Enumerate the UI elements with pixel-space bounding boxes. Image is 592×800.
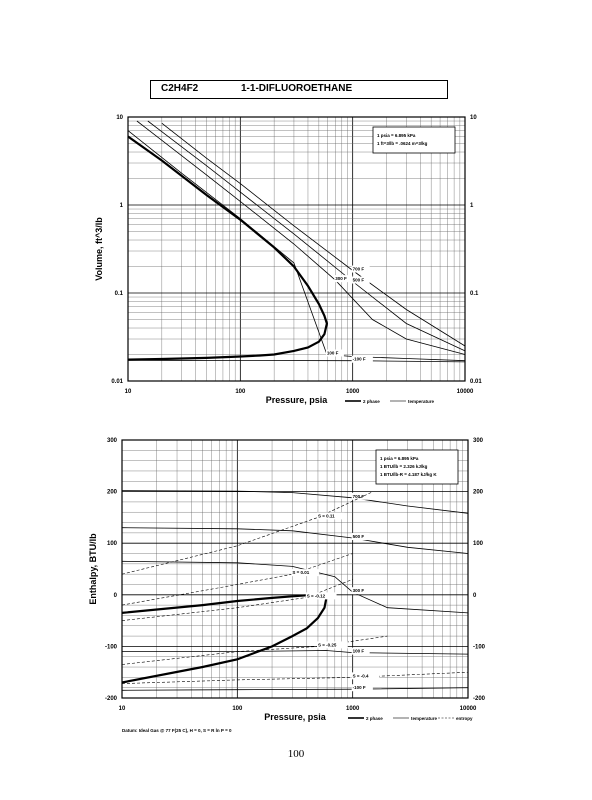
series-label: S = -0.4: [353, 673, 369, 678]
isotherm-line: [121, 527, 469, 554]
y-tick-label-right: 10: [470, 115, 477, 121]
series-label: S = -0.12: [307, 593, 326, 598]
y-axis-label: Enthalpy, BTU/lb: [88, 533, 98, 605]
series-label-bg: [351, 533, 370, 541]
series-label-bg: [351, 355, 373, 363]
y-tick-label-left: 100: [107, 541, 118, 547]
series-label-bg: [291, 569, 319, 577]
series-label-bg: [334, 275, 353, 283]
x-tick-label: 100: [235, 389, 246, 395]
y-tick-label-right: 100: [473, 541, 484, 547]
x-tick-label: 100: [232, 706, 243, 712]
isotherm-line: [127, 130, 466, 362]
y-tick-label-right: 300: [473, 438, 484, 444]
y-tick-label-right: 0.1: [470, 291, 479, 297]
series-label: 500 F: [353, 534, 365, 539]
x-axis-label: Pressure, psia: [266, 395, 329, 405]
y-tick-label-left: -200: [105, 696, 118, 702]
saturation-dome-line: [121, 593, 328, 684]
legend-label: entropy: [456, 716, 473, 721]
datum-footnote: Datum: Ideal Gas @ 77 F(25 C), H = 0, S …: [122, 728, 232, 733]
series-label-bg: [351, 276, 370, 284]
y-tick-label-right: 200: [473, 490, 484, 496]
conversion-note-box: [375, 449, 459, 485]
plot-frame: [127, 116, 466, 382]
series-label: 700 F: [353, 494, 365, 499]
series-label: 100 F: [353, 649, 365, 654]
series-label-bg: [351, 684, 373, 692]
conversion-note-text: 1 BTU/lb-R = 4.187 kJ/kg K: [380, 472, 437, 477]
compound-name: 1-1-DIFLUOROETHANE: [241, 83, 353, 94]
y-tick-label-left: 0: [114, 593, 118, 599]
chart-title-box: C2H4F2 1-1-DIFLUOROETHANE: [150, 80, 448, 99]
series-label: S = 0.01: [292, 570, 309, 575]
legend-label: temperature: [408, 399, 435, 404]
compound-formula: C2H4F2: [161, 83, 199, 94]
conversion-note-text: 1 psia = 6.895 kPa: [377, 133, 416, 138]
isotherm-line: [161, 122, 466, 347]
legend-label: 2 phase: [363, 399, 380, 404]
y-tick-label-left: -100: [105, 644, 118, 650]
series-label-bg: [316, 641, 348, 649]
isotherm-line: [147, 120, 466, 352]
series-label: S = -0.25: [318, 642, 337, 647]
series-label: 100 F: [327, 351, 339, 356]
entropy-line: [121, 491, 374, 575]
series-label-bg: [351, 587, 370, 595]
x-tick-label: 10000: [457, 389, 474, 395]
isotherm-line: [121, 687, 469, 691]
y-tick-label-left: 0.1: [115, 291, 124, 297]
entropy-line: [121, 671, 469, 684]
series-label-bg: [305, 592, 337, 600]
conversion-note-text: 1 ft^3/lb = .0624 m^3/kg: [377, 141, 428, 146]
series-label-bg: [316, 512, 345, 520]
y-tick-label-right: -100: [473, 644, 486, 650]
isotherm-line: [121, 490, 469, 514]
series-label: S = 0.11: [318, 513, 335, 518]
entropy-line: [121, 553, 353, 606]
isotherm-line: [127, 359, 466, 363]
x-tick-label: 1000: [346, 389, 360, 395]
series-label-bg: [351, 647, 370, 655]
conversion-note-text: 1 psia = 6.895 kPa: [380, 456, 419, 461]
series-label-bg: [325, 349, 344, 357]
y-tick-label-right: 0: [473, 593, 477, 599]
y-tick-label-left: 10: [116, 115, 123, 121]
entropy-line: [121, 579, 353, 621]
entropy-line: [121, 635, 388, 665]
y-tick-label-left: 1: [120, 203, 124, 209]
series-label: 500 F: [353, 278, 365, 283]
x-tick-label: 1000: [346, 706, 360, 712]
x-tick-label: 10: [125, 389, 132, 395]
y-axis-label: Volume, ft^3/lb: [94, 217, 104, 281]
y-tick-label-left: 300: [107, 438, 118, 444]
plot-frame: [121, 439, 469, 699]
series-label-bg: [351, 265, 370, 273]
conversion-note-text: 1 BTU/lb = 2.326 kJ/kg: [380, 464, 428, 469]
y-tick-label-right: 0.01: [470, 379, 482, 385]
isotherm-line: [121, 560, 469, 614]
page-number: 100: [287, 748, 305, 760]
isotherm-line: [122, 650, 469, 655]
series-label-bg: [351, 492, 370, 500]
y-tick-label-right: 1: [470, 203, 474, 209]
conversion-note-box: [372, 126, 456, 154]
legend-label: 2 phase: [366, 716, 383, 721]
y-tick-label-left: 0.01: [111, 379, 123, 385]
y-tick-label-right: -200: [473, 696, 486, 702]
series-label: -100 F: [353, 357, 366, 362]
series-label: 300 F: [353, 588, 365, 593]
series-label-bg: [351, 672, 380, 680]
legend-label: temperature: [411, 716, 438, 721]
series-label: 700 F: [353, 267, 365, 272]
x-axis-label: Pressure, psia: [264, 712, 327, 722]
x-tick-label: 10000: [460, 706, 477, 712]
saturation-dome-line: [127, 135, 329, 361]
x-tick-label: 10: [119, 706, 126, 712]
series-label: -100 F: [353, 685, 366, 690]
series-label: 300 F: [335, 276, 347, 281]
isotherm-line: [136, 120, 466, 355]
y-tick-label-left: 200: [107, 490, 118, 496]
